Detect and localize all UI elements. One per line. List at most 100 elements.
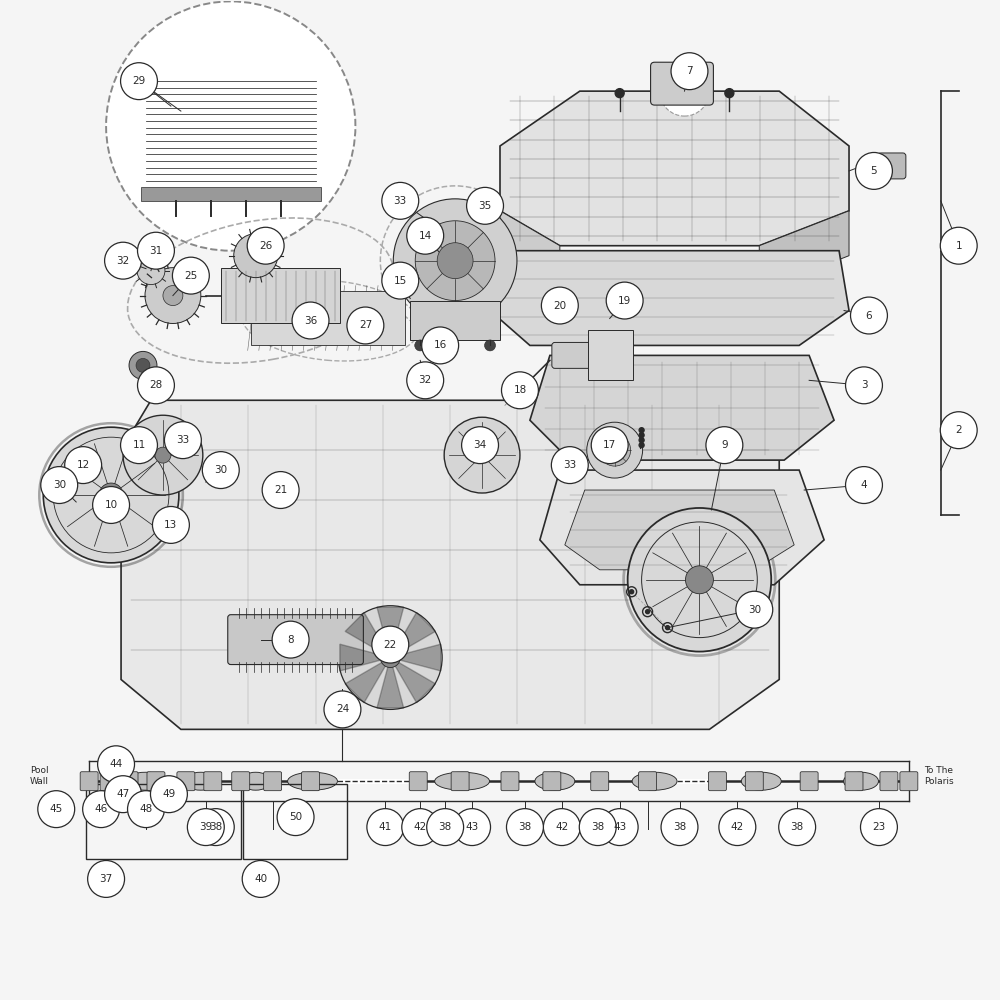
Circle shape (485, 340, 496, 351)
FancyBboxPatch shape (651, 62, 713, 105)
Text: 8: 8 (287, 635, 294, 645)
Circle shape (292, 302, 329, 339)
FancyBboxPatch shape (845, 772, 863, 791)
FancyBboxPatch shape (302, 772, 320, 791)
Circle shape (38, 791, 75, 828)
Circle shape (579, 809, 616, 846)
FancyBboxPatch shape (232, 772, 250, 791)
Text: 38: 38 (791, 822, 804, 832)
Circle shape (187, 809, 224, 846)
Text: 25: 25 (184, 271, 197, 281)
Text: 14: 14 (419, 231, 432, 241)
Circle shape (155, 447, 171, 463)
Text: 50: 50 (289, 812, 302, 822)
FancyBboxPatch shape (221, 268, 340, 323)
Text: 45: 45 (50, 804, 63, 814)
Circle shape (105, 776, 141, 813)
Circle shape (661, 809, 698, 846)
FancyBboxPatch shape (120, 772, 138, 791)
Circle shape (541, 287, 578, 324)
Circle shape (128, 791, 164, 828)
Circle shape (121, 427, 157, 464)
Circle shape (93, 487, 130, 523)
Ellipse shape (124, 772, 168, 790)
Text: 31: 31 (149, 246, 163, 256)
Text: 7: 7 (686, 66, 693, 76)
Text: Pool
Wall: Pool Wall (30, 766, 49, 786)
Text: 9: 9 (721, 440, 728, 450)
Text: 23: 23 (872, 822, 886, 832)
Text: 11: 11 (132, 440, 146, 450)
FancyBboxPatch shape (410, 301, 500, 340)
FancyBboxPatch shape (591, 772, 609, 791)
Circle shape (138, 232, 174, 269)
Text: 38: 38 (591, 822, 604, 832)
Circle shape (407, 217, 444, 254)
Circle shape (719, 809, 756, 846)
Text: 30: 30 (53, 480, 66, 490)
Circle shape (587, 422, 643, 478)
Circle shape (105, 242, 141, 279)
FancyBboxPatch shape (708, 772, 726, 791)
Text: 32: 32 (116, 256, 130, 266)
Polygon shape (759, 211, 849, 291)
Text: 34: 34 (473, 440, 487, 450)
Text: 6: 6 (866, 311, 872, 321)
Circle shape (152, 506, 189, 543)
Text: 40: 40 (254, 874, 267, 884)
Circle shape (99, 483, 123, 507)
Circle shape (454, 809, 491, 846)
Text: 24: 24 (336, 704, 349, 714)
Text: 5: 5 (871, 166, 877, 176)
Text: 42: 42 (555, 822, 568, 832)
FancyBboxPatch shape (880, 772, 898, 791)
Ellipse shape (535, 772, 575, 790)
Circle shape (129, 351, 157, 379)
Text: 30: 30 (214, 465, 227, 475)
Text: 15: 15 (394, 276, 407, 286)
Circle shape (639, 443, 644, 448)
Circle shape (543, 809, 580, 846)
Text: 21: 21 (274, 485, 287, 495)
Polygon shape (121, 400, 779, 729)
Circle shape (599, 434, 631, 466)
Circle shape (121, 63, 157, 100)
Text: 26: 26 (259, 241, 272, 251)
FancyBboxPatch shape (900, 772, 918, 791)
Text: 44: 44 (109, 759, 123, 769)
Circle shape (402, 809, 439, 846)
Circle shape (666, 626, 670, 630)
Circle shape (551, 447, 588, 484)
Circle shape (88, 860, 125, 897)
Circle shape (197, 809, 234, 846)
Text: 36: 36 (304, 316, 317, 326)
Text: 28: 28 (149, 380, 163, 390)
FancyBboxPatch shape (409, 772, 427, 791)
Circle shape (860, 809, 897, 846)
FancyBboxPatch shape (100, 772, 118, 791)
Text: 32: 32 (419, 375, 432, 385)
Circle shape (123, 415, 203, 495)
FancyBboxPatch shape (588, 330, 633, 380)
Circle shape (407, 362, 444, 399)
Polygon shape (540, 470, 824, 585)
Ellipse shape (241, 772, 271, 790)
Circle shape (628, 508, 771, 652)
Circle shape (272, 621, 309, 658)
Circle shape (940, 227, 977, 264)
Circle shape (415, 340, 426, 351)
Circle shape (65, 447, 102, 484)
Circle shape (172, 257, 209, 294)
Circle shape (137, 257, 165, 285)
Ellipse shape (632, 772, 677, 790)
Circle shape (427, 809, 464, 846)
Circle shape (779, 809, 816, 846)
FancyBboxPatch shape (80, 772, 98, 791)
Text: 33: 33 (563, 460, 576, 470)
Circle shape (247, 227, 284, 264)
Ellipse shape (435, 772, 490, 790)
Circle shape (145, 268, 201, 323)
Text: 12: 12 (77, 460, 90, 470)
Circle shape (671, 53, 708, 90)
Text: 42: 42 (414, 822, 427, 832)
